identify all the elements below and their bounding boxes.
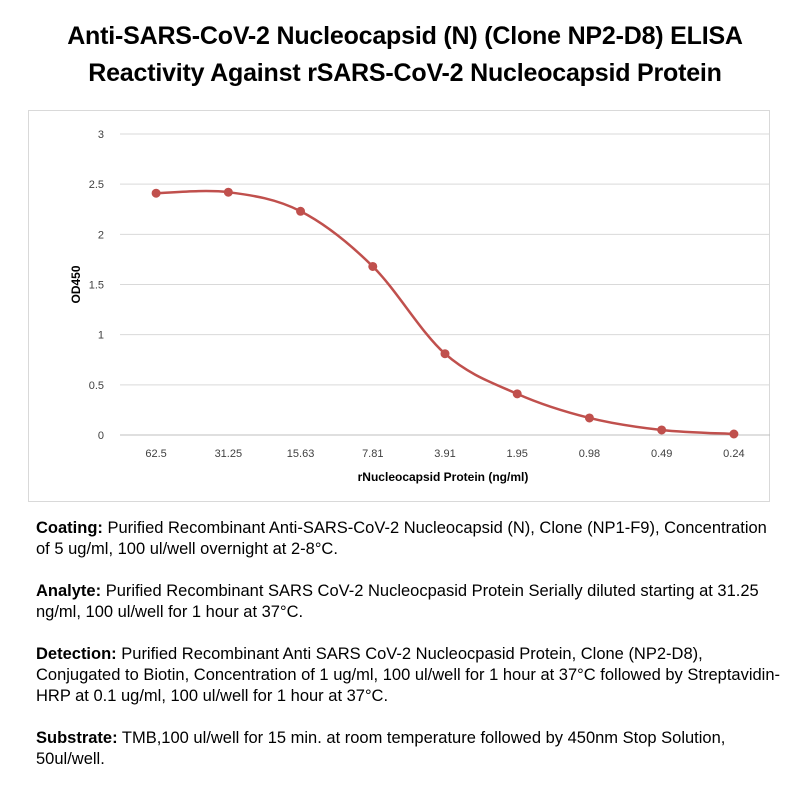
data-point (512, 389, 522, 399)
protocol-notes: Coating: Purified Recombinant Anti-SARS-… (36, 518, 781, 791)
y-tick-label: 1.5 (89, 280, 104, 292)
note-analyte: Analyte: Purified Recombinant SARS CoV-2… (36, 581, 781, 623)
y-tick-label: 0 (98, 430, 104, 442)
x-tick-label: 0.98 (579, 448, 600, 460)
x-tick-label: 15.63 (287, 448, 315, 460)
x-tick-label: 31.25 (215, 448, 243, 460)
y-tick-label: 0.5 (89, 380, 104, 392)
x-tick-label: 3.91 (434, 448, 455, 460)
data-point (584, 413, 594, 423)
x-tick-label: 0.49 (651, 448, 672, 460)
y-tick-label: 3 (98, 129, 104, 141)
chart-frame (28, 110, 770, 502)
chart-title-line-2: Reactivity Against rSARS-CoV-2 Nucleocap… (88, 59, 722, 87)
data-point (223, 187, 233, 197)
y-axis-title: OD450 (69, 265, 83, 303)
chart-title-line-1: Anti-SARS-CoV-2 Nucleocapsid (N) (Clone … (67, 22, 743, 50)
data-point (657, 425, 667, 435)
note-label: Substrate: (36, 729, 118, 747)
note-label: Coating: (36, 519, 103, 537)
data-point (440, 349, 450, 359)
y-tick-label: 2 (98, 229, 104, 241)
y-tick-label: 2.5 (89, 179, 104, 191)
y-tick-label: 1 (98, 330, 104, 342)
x-axis-title: rNucleocapsid Protein (ng/ml) (358, 470, 529, 484)
note-substrate: Substrate: TMB,100 ul/well for 15 min. a… (36, 728, 781, 770)
note-label: Detection: (36, 645, 117, 663)
note-coating: Coating: Purified Recombinant Anti-SARS-… (36, 518, 781, 560)
note-text: TMB,100 ul/well for 15 min. at room temp… (36, 729, 726, 768)
note-text: Purified Recombinant SARS CoV-2 Nucleocp… (36, 582, 759, 621)
x-tick-label: 1.95 (507, 448, 528, 460)
x-tick-label: 0.24 (723, 448, 744, 460)
data-point (151, 188, 161, 198)
note-detection: Detection: Purified Recombinant Anti SAR… (36, 644, 781, 707)
data-point (729, 429, 739, 439)
note-text: Purified Recombinant Anti SARS CoV-2 Nuc… (36, 645, 781, 705)
chart-title: Anti-SARS-CoV-2 Nucleocapsid (N) (Clone … (0, 18, 810, 92)
data-point (368, 261, 378, 271)
note-label: Analyte: (36, 582, 102, 600)
x-tick-label: 62.5 (145, 448, 166, 460)
x-tick-label: 7.81 (362, 448, 383, 460)
data-point (296, 206, 306, 216)
series-line (154, 189, 736, 436)
note-text: Purified Recombinant Anti-SARS-CoV-2 Nuc… (36, 519, 767, 558)
